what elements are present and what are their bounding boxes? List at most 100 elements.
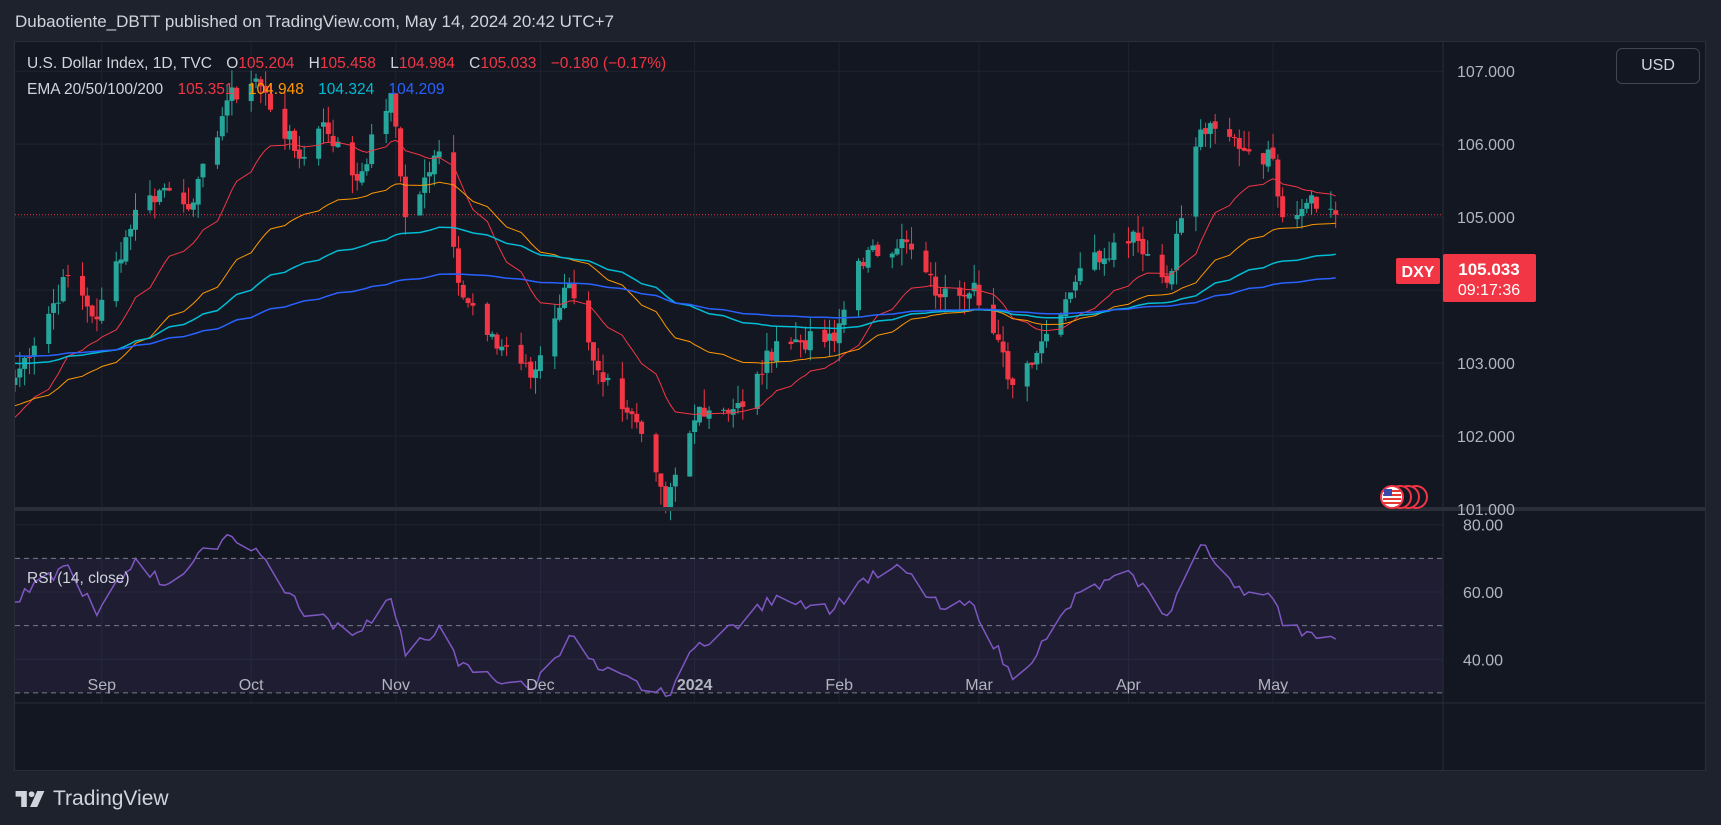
high-value: 105.458 [319, 55, 376, 72]
candle [224, 84, 230, 133]
candle [528, 356, 534, 389]
symbol-title[interactable]: U.S. Dollar Index, 1D, TVC [27, 55, 212, 72]
time-tick-label: May [1258, 677, 1288, 694]
candle [692, 404, 698, 445]
candle [22, 355, 28, 386]
candle [219, 107, 225, 141]
candle [402, 164, 408, 235]
candle [1231, 133, 1237, 147]
candle [1164, 265, 1170, 289]
grid [15, 42, 1443, 703]
candle [1010, 376, 1016, 399]
rsi-tick-label: 40.00 [1463, 652, 1503, 669]
tradingview-brand-text: TradingView [53, 787, 169, 810]
candle [422, 159, 428, 209]
candle [600, 354, 606, 397]
ema-legend[interactable]: EMA 20/50/100/200 105.351 104.948 104.32… [27, 81, 445, 99]
candle [1034, 350, 1040, 371]
rsi-title[interactable]: RSI (14, close) [27, 570, 130, 587]
candle [1236, 129, 1242, 167]
candle [605, 373, 611, 386]
chart-canvas[interactable]: 107.000106.000105.000104.000103.000102.0… [15, 42, 1705, 770]
time-tick-label: Mar [965, 677, 993, 694]
rsi-tick-label: 60.00 [1463, 585, 1503, 602]
candle [1000, 326, 1006, 368]
candle [552, 304, 558, 370]
candle [1309, 190, 1315, 215]
candle [133, 193, 138, 241]
candle [55, 284, 61, 315]
candle [89, 304, 95, 324]
candle [161, 183, 167, 198]
chart-frame[interactable]: 107.000106.000105.000104.000103.000102.0… [14, 41, 1706, 771]
price-tick-label: 106.000 [1457, 137, 1515, 154]
candle [431, 149, 437, 186]
candle [595, 348, 601, 385]
candle [316, 126, 322, 166]
candle [672, 467, 678, 502]
candle [619, 361, 625, 422]
candle [1260, 152, 1266, 179]
candle [253, 73, 259, 89]
candle [451, 135, 457, 258]
candle [740, 389, 746, 420]
candle [639, 420, 645, 443]
candle [957, 280, 963, 312]
close-label: C [469, 55, 481, 72]
candle [292, 128, 298, 159]
candle [455, 235, 461, 296]
candle [701, 389, 707, 417]
candle [1063, 292, 1069, 321]
ema20-value: 105.351 [177, 81, 234, 98]
candle [1246, 131, 1252, 155]
candle [166, 181, 172, 192]
candle [1068, 292, 1074, 304]
candle [60, 269, 66, 303]
time-tick-label: Feb [825, 677, 853, 694]
candle [383, 98, 389, 143]
candle [301, 145, 307, 166]
candle [933, 262, 939, 309]
candle [229, 70, 235, 116]
candle [1198, 119, 1204, 151]
candle [282, 91, 288, 150]
candle [990, 287, 996, 335]
candlesticks [15, 70, 1339, 521]
currency-button[interactable]: USD [1616, 48, 1700, 84]
candle [793, 322, 799, 343]
open-value: 105.204 [238, 55, 295, 72]
candle [287, 124, 293, 150]
candle [788, 337, 794, 350]
candle [248, 70, 254, 112]
tradingview-logo[interactable]: TradingView [15, 787, 169, 811]
candle [1304, 198, 1310, 214]
candle [1097, 249, 1102, 271]
rsi-axis[interactable]: 80.00 60.00 40.00 [1463, 518, 1503, 670]
candle [807, 318, 813, 361]
rsi-legend[interactable]: RSI (14, close) [27, 570, 130, 588]
candle [26, 348, 32, 375]
candle [186, 187, 192, 212]
ema200-line [15, 273, 1336, 357]
candle [1313, 196, 1319, 213]
time-axis[interactable]: Sep Oct Nov Dec 2024 Feb Mar Apr May [88, 677, 1289, 694]
change-value: −0.180 (−0.17%) [550, 55, 667, 72]
high-label: H [308, 55, 320, 72]
candle [1169, 268, 1175, 290]
candle [769, 348, 775, 373]
candle [962, 281, 968, 315]
ema-title[interactable]: EMA 20/50/100/200 [27, 81, 164, 98]
candle [923, 241, 929, 274]
candle [653, 432, 659, 482]
candle [214, 131, 220, 169]
candle [687, 430, 693, 477]
candle [518, 332, 524, 371]
candle [668, 482, 674, 521]
candle [1106, 241, 1112, 262]
candle [629, 408, 635, 429]
candle [1101, 247, 1107, 276]
symbol-legend[interactable]: U.S. Dollar Index, 1D, TVC O105.204 H105… [27, 55, 666, 73]
candle [79, 262, 85, 310]
candle [1299, 199, 1305, 229]
us-flag-events-icon[interactable] [1380, 485, 1428, 509]
